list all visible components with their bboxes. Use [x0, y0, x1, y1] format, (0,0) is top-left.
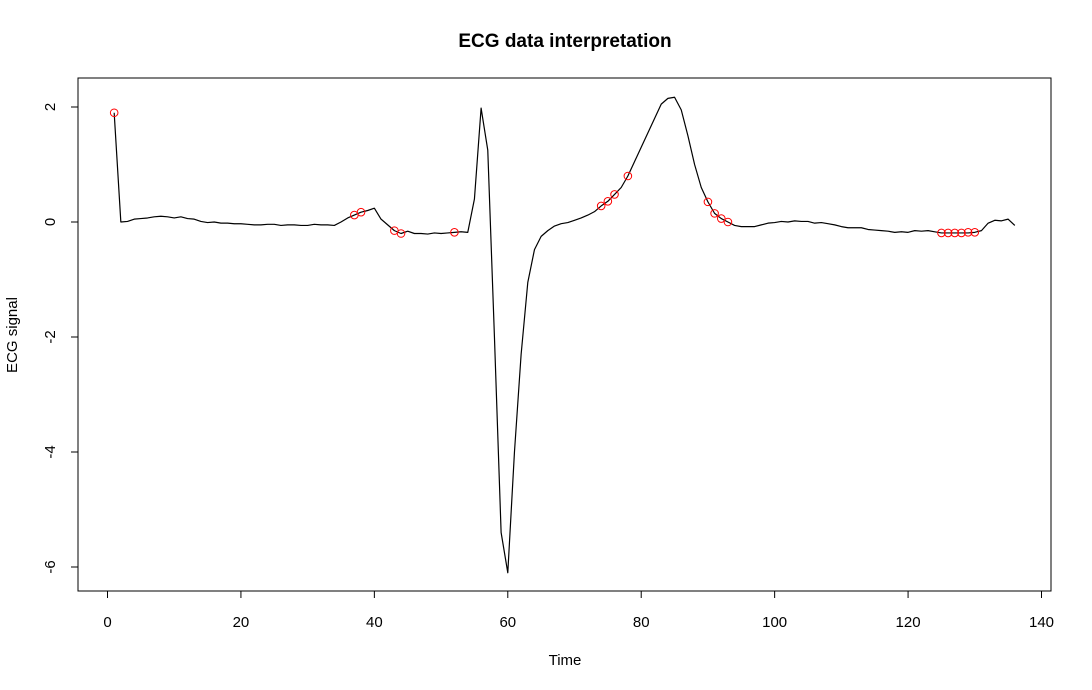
- highlight-point: [710, 209, 719, 218]
- y-axis-label: ECG signal: [4, 297, 21, 373]
- highlight-point: [109, 108, 119, 118]
- highlight-point: [450, 228, 459, 237]
- ecg-signal-line: [113, 96, 1016, 574]
- x-tick-label: 120: [896, 614, 921, 631]
- x-axis: 0 20 40 60 80 100 120 140: [103, 590, 1054, 631]
- x-tick-label: 60: [499, 614, 516, 631]
- x-tick-label: 100: [762, 614, 787, 631]
- y-axis: -6 -4 -2 0 2: [42, 103, 79, 574]
- highlight-point: [937, 228, 946, 238]
- y-tick-label: -2: [42, 330, 59, 343]
- x-tick-label: 140: [1029, 614, 1054, 631]
- highlight-point: [623, 171, 633, 181]
- highlight-point: [723, 217, 733, 227]
- highlight-point: [603, 197, 613, 206]
- chart-title: ECG data interpretation: [458, 31, 671, 52]
- highlight-point: [716, 214, 726, 223]
- highlight-point: [943, 228, 953, 238]
- series-group: [109, 96, 1016, 574]
- highlight-point: [396, 229, 406, 238]
- highlight-point: [703, 197, 713, 207]
- y-tick-label: -4: [42, 445, 59, 458]
- x-axis-label: Time: [549, 652, 582, 669]
- highlight-point: [963, 228, 973, 237]
- highlight-point: [970, 228, 980, 237]
- plot-frame: [77, 77, 1052, 592]
- highlight-point: [610, 190, 619, 199]
- y-tick-label: -6: [42, 560, 59, 573]
- y-tick-label: 0: [42, 218, 59, 226]
- x-tick-label: 0: [103, 614, 111, 631]
- highlight-point: [596, 201, 606, 211]
- x-tick-label: 40: [366, 614, 383, 631]
- x-tick-label: 80: [633, 614, 650, 631]
- y-tick-label: 2: [42, 103, 59, 111]
- highlight-point: [950, 228, 960, 238]
- x-tick-label: 20: [233, 614, 250, 631]
- highlight-point: [356, 207, 366, 217]
- highlight-point: [957, 228, 966, 238]
